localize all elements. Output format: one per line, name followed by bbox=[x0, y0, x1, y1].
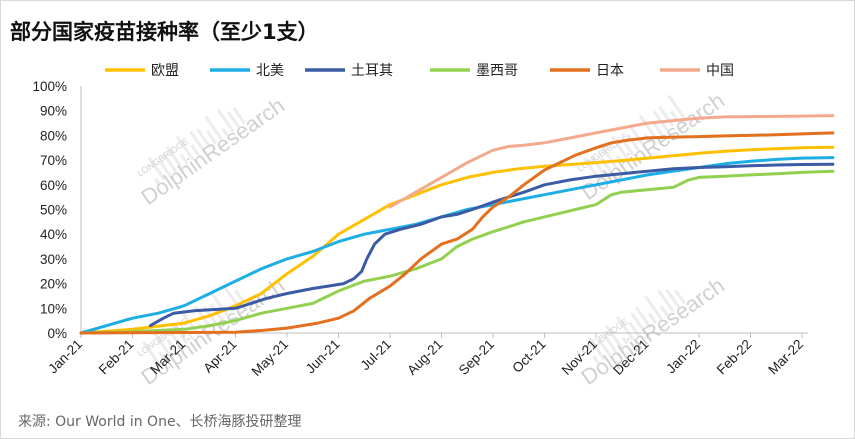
series-lines bbox=[79, 114, 835, 335]
watermark-bar bbox=[644, 295, 663, 321]
watermark-bar bbox=[634, 306, 652, 329]
watermark-bar bbox=[206, 130, 218, 145]
watermark-bar bbox=[599, 156, 612, 172]
series-line bbox=[149, 162, 835, 328]
legend-item: 日本 bbox=[550, 63, 624, 79]
legend-label: 欧盟 bbox=[151, 63, 179, 79]
watermark-bar bbox=[657, 290, 675, 313]
watermark-bar bbox=[626, 133, 641, 152]
legend-label: 日本 bbox=[596, 63, 624, 79]
series-line bbox=[79, 145, 835, 335]
y-tick-labels: 0% 10% 20% 30% 40% 50% 60% 70% 80% 90% 100% bbox=[32, 79, 67, 341]
watermark-bar bbox=[181, 311, 201, 337]
watermark-bar bbox=[597, 338, 612, 357]
watermark-bar bbox=[232, 106, 246, 125]
watermark-bar bbox=[652, 121, 663, 136]
watermark-bar bbox=[621, 336, 629, 345]
y-tick-label: 40% bbox=[40, 227, 67, 242]
watermark-bar bbox=[158, 160, 172, 177]
legend-item: 中国 bbox=[660, 63, 734, 79]
y-tick-label: 30% bbox=[40, 252, 67, 267]
chart-title: 部分国家疫苗接种率（至少1支） bbox=[10, 20, 319, 44]
watermark-bar bbox=[605, 324, 623, 349]
watermark-bar bbox=[179, 153, 189, 165]
watermark-bar bbox=[153, 177, 160, 185]
watermark-bar bbox=[190, 144, 201, 157]
watermark-bar bbox=[216, 108, 235, 133]
watermark-bar bbox=[234, 289, 246, 305]
legend-label: 中国 bbox=[706, 63, 734, 79]
watermark-bar bbox=[588, 337, 606, 361]
watermark-bar bbox=[142, 341, 160, 365]
y-tick-label: 70% bbox=[40, 153, 67, 168]
y-tick-label: 20% bbox=[40, 277, 67, 292]
watermark-bar bbox=[162, 153, 178, 173]
watermark-bar bbox=[667, 94, 686, 120]
watermark-bar bbox=[603, 335, 618, 353]
y-tick-label: 100% bbox=[32, 79, 67, 94]
y-tick-label: 60% bbox=[40, 178, 67, 193]
watermark-bar bbox=[673, 288, 686, 305]
y-tick-label: 90% bbox=[40, 104, 67, 119]
watermark-bar bbox=[165, 145, 183, 169]
legend-item: 墨西哥 bbox=[430, 63, 518, 79]
legend-label: 北美 bbox=[256, 63, 284, 79]
watermark-bar bbox=[630, 312, 646, 333]
watermark-bar bbox=[195, 127, 212, 149]
watermark-bar bbox=[659, 305, 669, 317]
y-tick-label: 50% bbox=[40, 203, 67, 218]
watermark-bar bbox=[189, 130, 206, 153]
y-tick-label: 80% bbox=[40, 128, 67, 143]
series-line bbox=[79, 169, 835, 335]
series-line bbox=[79, 131, 835, 335]
watermark-bar bbox=[152, 331, 172, 357]
legend-item: 北美 bbox=[210, 63, 284, 79]
watermark-bar bbox=[166, 339, 178, 353]
watermark-bar bbox=[175, 135, 195, 161]
watermark-bar bbox=[221, 284, 241, 309]
watermark-bar bbox=[620, 138, 635, 156]
watermark-bar bbox=[592, 355, 600, 365]
legend-label: 墨西哥 bbox=[476, 63, 518, 79]
legend-label: 土耳其 bbox=[351, 63, 393, 79]
y-tick-label: 10% bbox=[40, 301, 67, 316]
watermark-bar bbox=[147, 156, 166, 181]
y-tick-label: 0% bbox=[47, 326, 67, 341]
watermark-bar bbox=[221, 127, 229, 137]
watermark-bar bbox=[638, 114, 658, 140]
legend: 欧盟 北美 土耳其 墨西哥 日本 中国 bbox=[105, 63, 734, 79]
watermark-bar bbox=[615, 316, 635, 341]
watermark-bar bbox=[157, 351, 166, 361]
legend-item: 土耳其 bbox=[305, 63, 393, 79]
source-note: 来源: Our World in One、长桥海豚投研整理 bbox=[18, 414, 302, 430]
watermark-bar bbox=[204, 115, 223, 141]
watermark-bar bbox=[647, 312, 658, 325]
watermark-bar bbox=[628, 124, 646, 148]
series-line bbox=[388, 114, 835, 209]
watermark-bar bbox=[665, 288, 681, 309]
watermark-bar bbox=[226, 110, 241, 129]
legend-item: 欧盟 bbox=[105, 63, 179, 79]
watermark-bar bbox=[590, 155, 606, 176]
